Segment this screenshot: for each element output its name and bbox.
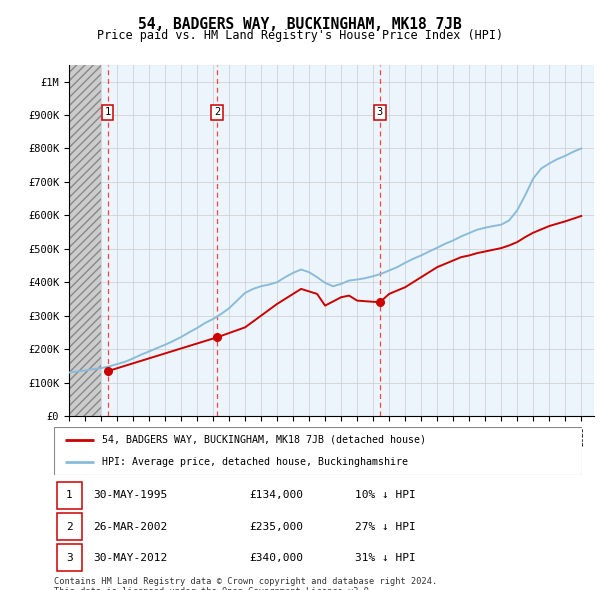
Bar xyxy=(56,544,82,571)
Text: £134,000: £134,000 xyxy=(250,490,304,500)
Bar xyxy=(101,65,594,416)
Text: 3: 3 xyxy=(377,107,383,117)
Text: 3: 3 xyxy=(66,553,73,563)
Text: 10% ↓ HPI: 10% ↓ HPI xyxy=(355,490,416,500)
Text: 1: 1 xyxy=(104,107,111,117)
Text: Price paid vs. HM Land Registry's House Price Index (HPI): Price paid vs. HM Land Registry's House … xyxy=(97,30,503,42)
Text: 30-MAY-2012: 30-MAY-2012 xyxy=(94,553,168,563)
Text: 30-MAY-1995: 30-MAY-1995 xyxy=(94,490,168,500)
Text: 27% ↓ HPI: 27% ↓ HPI xyxy=(355,522,416,532)
Text: 2: 2 xyxy=(66,522,73,532)
Text: 54, BADGERS WAY, BUCKINGHAM, MK18 7JB (detached house): 54, BADGERS WAY, BUCKINGHAM, MK18 7JB (d… xyxy=(101,435,425,445)
Text: HPI: Average price, detached house, Buckinghamshire: HPI: Average price, detached house, Buck… xyxy=(101,457,407,467)
Text: £235,000: £235,000 xyxy=(250,522,304,532)
Text: 2: 2 xyxy=(214,107,220,117)
Text: 26-MAR-2002: 26-MAR-2002 xyxy=(94,522,168,532)
Text: £340,000: £340,000 xyxy=(250,553,304,563)
Bar xyxy=(69,65,101,416)
Text: Contains HM Land Registry data © Crown copyright and database right 2024.
This d: Contains HM Land Registry data © Crown c… xyxy=(54,577,437,590)
Bar xyxy=(56,513,82,540)
Text: 1: 1 xyxy=(66,490,73,500)
Text: 54, BADGERS WAY, BUCKINGHAM, MK18 7JB: 54, BADGERS WAY, BUCKINGHAM, MK18 7JB xyxy=(138,17,462,31)
Bar xyxy=(56,482,82,509)
Text: 31% ↓ HPI: 31% ↓ HPI xyxy=(355,553,416,563)
